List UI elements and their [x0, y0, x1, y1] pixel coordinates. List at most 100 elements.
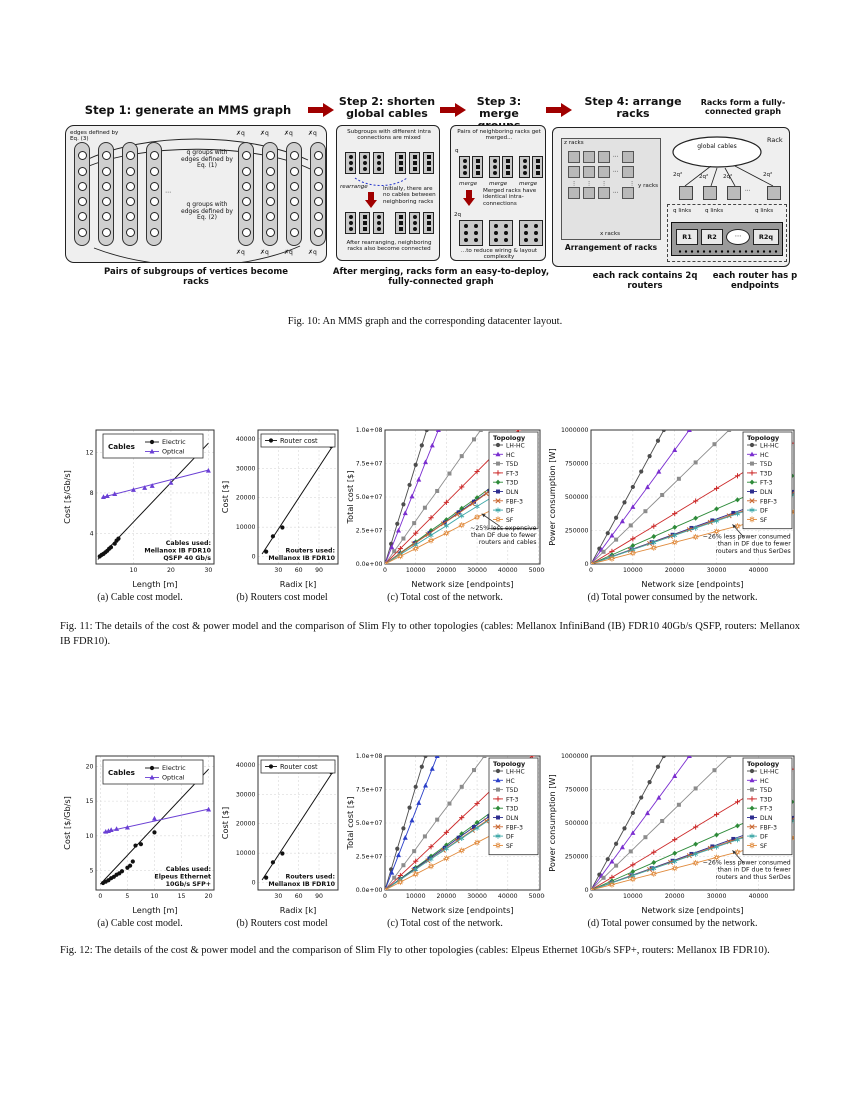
step-arrow-icon [308, 102, 334, 121]
f12a-plot: 0 5 10 15 20 5 10 15 20 Length [m] Cost [$/Gb/s] Ca… [62, 755, 215, 915]
svg-text:Cables: Cables [108, 768, 135, 777]
fig12d-subcaption: (d) Total power consumed by the network. [587, 918, 758, 929]
svg-text:30000: 30000 [236, 791, 256, 798]
svg-text:than in DF due to fewer: than in DF due to fewer [718, 867, 792, 874]
mini-rack [373, 152, 384, 174]
each-rack-label: each rack contains 2q routers [592, 271, 698, 292]
svg-text:40000: 40000 [236, 436, 256, 443]
svg-text:DF: DF [760, 834, 769, 841]
fig11d-power-chart: 0 10000 20000 30000 40000 0 250000 500000 750000… [547, 426, 799, 590]
step1-panel: edges defined by Eq. (3) ⋯ q groups with… [65, 125, 327, 263]
svg-text:5.0e+07: 5.0e+07 [356, 494, 383, 501]
merge-label: merge [459, 181, 478, 187]
svg-text:0: 0 [98, 893, 102, 900]
svg-text:0.0e+00: 0.0e+00 [356, 561, 383, 568]
svg-text:Mellanox IB FDR10: Mellanox IB FDR10 [268, 881, 335, 888]
svg-text:Cost [$]: Cost [$] [220, 481, 230, 513]
svg-text:Cost [$/Gb/s]: Cost [$/Gb/s] [62, 470, 72, 524]
grid-ellipsis: ⋯ [613, 153, 619, 160]
svg-text:Mellanox IB FDR10: Mellanox IB FDR10 [268, 555, 335, 562]
fig12c-total-cost-chart: 0 10000 20000 30000 40000 50000 0.0e+00 2.5e+07… [345, 752, 548, 916]
step4-title: Step 4: arrange racks [584, 95, 682, 121]
svg-text:0: 0 [585, 887, 589, 894]
racks-form-label: Racks form a fully-connected graph [700, 98, 786, 117]
mini-rack [345, 212, 356, 234]
svg-text:0: 0 [383, 567, 387, 574]
xq-mark: ✗q [236, 249, 245, 256]
vertex-group-pill [146, 142, 162, 246]
global-rack-sq [679, 186, 693, 200]
svg-text:8: 8 [90, 490, 94, 497]
svg-text:T5D: T5D [759, 787, 772, 794]
q-links-label: q links [705, 208, 724, 214]
svg-text:DLN: DLN [760, 489, 772, 496]
svg-text:FT-3: FT-3 [760, 806, 773, 813]
svg-text:HC: HC [760, 778, 769, 785]
grid-vdots: ⋮ [571, 181, 577, 187]
svg-text:10000: 10000 [406, 893, 426, 900]
svg-text:30: 30 [204, 567, 212, 574]
rearrange-label: rearrange [340, 184, 368, 190]
svg-text:10: 10 [151, 893, 159, 900]
svg-text:T3D: T3D [759, 470, 772, 477]
mini-rack [373, 212, 384, 234]
svg-text:2.5e+07: 2.5e+07 [356, 854, 383, 861]
svg-text:FT-3: FT-3 [760, 480, 773, 487]
svg-text:Cables: Cables [108, 442, 135, 451]
svg-text:Cost [$]: Cost [$] [220, 807, 230, 839]
router-ellipsis: ⋯ [726, 229, 750, 245]
step2-bottom-text: After rearranging, neighboring racks als… [346, 240, 432, 253]
svg-text:Radix [k]: Radix [k] [280, 579, 317, 589]
vertex-group-pill [238, 142, 254, 246]
f11b-plot: 30 60 90 0 10000 20000 30000 40000 Radix [k] Cost… [220, 429, 339, 589]
svg-text:Elpeus Ethernet: Elpeus Ethernet [154, 874, 211, 881]
grid-ellipsis: ⋯ [613, 168, 619, 175]
xq-mark: ✗q [284, 130, 293, 137]
svg-text:1.0e+08: 1.0e+08 [356, 427, 383, 434]
svg-text:Electric: Electric [162, 764, 186, 772]
svg-text:Cables used:: Cables used: [166, 866, 211, 873]
svg-text:20000: 20000 [665, 893, 685, 900]
grid-vdots: ⋮ [629, 181, 635, 187]
mini-rack [409, 152, 420, 174]
svg-text:15: 15 [178, 893, 186, 900]
router-r2q: R2q [753, 229, 779, 245]
mini-rack [409, 212, 420, 234]
svg-text:10Gb/s SFP+: 10Gb/s SFP+ [166, 881, 211, 888]
svg-text:~26% less power consumed: ~26% less power consumed [703, 860, 791, 867]
svg-text:Topology: Topology [493, 434, 526, 442]
step2-panel: Subgroups with different intra connectio… [336, 125, 440, 261]
svg-text:Mellanox IB FDR10: Mellanox IB FDR10 [144, 548, 211, 555]
xq-mark: ✗q [260, 130, 269, 137]
svg-text:HC: HC [760, 452, 769, 459]
svg-text:30000: 30000 [467, 893, 487, 900]
svg-text:Topology: Topology [493, 760, 526, 768]
svg-text:1.0e+08: 1.0e+08 [356, 753, 383, 760]
eq1-label: q groups with edges defined by Eq. (1) [181, 149, 233, 170]
fig11a-subcaption: (a) Cable cost model. [97, 592, 183, 603]
svg-text:20: 20 [86, 763, 94, 770]
svg-text:FBF-3: FBF-3 [760, 498, 777, 505]
z-racks-label: z racks [564, 140, 584, 146]
step2-top-text: Subgroups with different intra connectio… [347, 129, 431, 142]
groups-ellipsis: ⋯ [165, 189, 171, 196]
global-cables-cloud [672, 136, 762, 168]
mini-rack [519, 156, 530, 178]
svg-text:T5D: T5D [505, 787, 518, 794]
svg-text:40000: 40000 [749, 893, 769, 900]
svg-text:Electric: Electric [162, 438, 186, 446]
2q2-label: 2q² [723, 174, 733, 180]
svg-text:SF: SF [506, 517, 514, 524]
vertex-group-pill [74, 142, 90, 246]
svg-text:Total cost [$]: Total cost [$] [345, 797, 355, 851]
svg-text:Router cost: Router cost [280, 437, 318, 445]
fig11d-subcaption: (d) Total power consumed by the network. [587, 592, 758, 603]
svg-text:50000: 50000 [529, 567, 545, 574]
svg-text:SF: SF [506, 843, 514, 850]
svg-text:7.5e+07: 7.5e+07 [356, 787, 383, 794]
fig11b-subcaption: (b) Routers cost model [236, 592, 328, 603]
mini-rack [459, 156, 470, 178]
svg-text:30000: 30000 [236, 465, 256, 472]
svg-text:0: 0 [252, 554, 256, 561]
svg-text:Cables used:: Cables used: [166, 540, 211, 547]
